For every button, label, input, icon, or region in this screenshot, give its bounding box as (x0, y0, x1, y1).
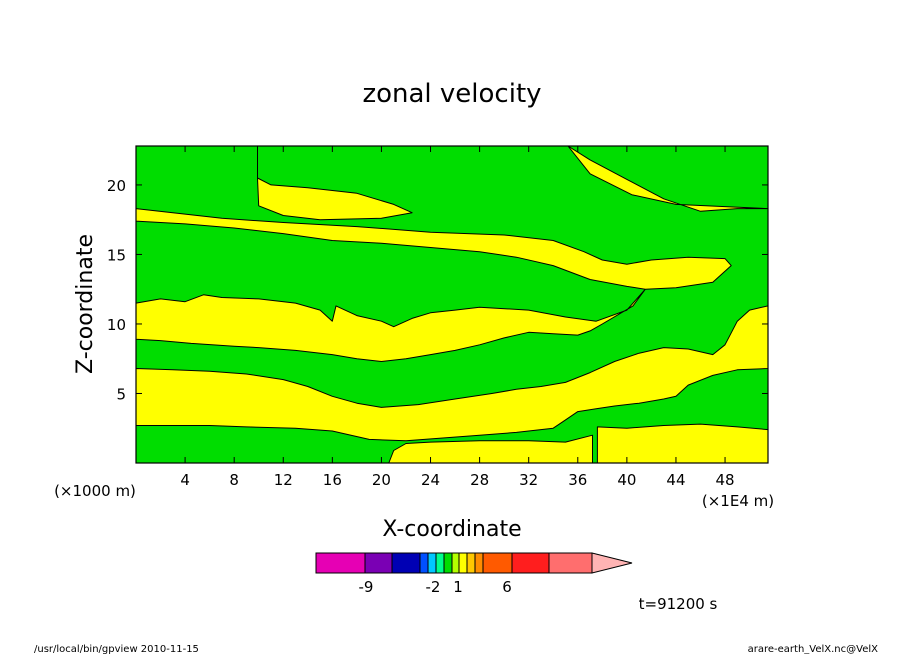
chart-title: zonal velocity (362, 79, 541, 109)
colorbar-segment (315, 552, 366, 574)
y-axis-label: Z-coordinate (73, 234, 98, 374)
x-axis-label: X-coordinate (382, 517, 521, 542)
y-tick-label: 5 (116, 385, 126, 403)
x-units-label: (×1000 m) (54, 482, 136, 500)
contour-region-2 (135, 208, 732, 362)
contour-region-5 (596, 423, 769, 464)
x-tick-label: 44 (666, 471, 685, 489)
y-tick-label: 15 (107, 246, 126, 264)
colorbar: -9 -2 1 6 (315, 552, 633, 596)
colorbar-segment (474, 552, 484, 574)
x-tick-label: 48 (716, 471, 735, 489)
colorbar-label: 1 (453, 578, 463, 596)
x-tick-label: 40 (617, 471, 636, 489)
x-tick-label: 28 (470, 471, 489, 489)
y-tick-label: 10 (107, 316, 126, 334)
x-tick-label: 36 (568, 471, 587, 489)
colorbar-segment (548, 552, 593, 574)
y-tick-label: 20 (107, 177, 126, 195)
footer-right: arare-earth_VelX.nc@VelX (748, 644, 879, 654)
x-ticks: 4 8 12 16 20 24 28 32 36 40 44 48 (180, 146, 735, 489)
colorbar-label: -9 (359, 578, 374, 596)
x-tick-label: 12 (274, 471, 293, 489)
colorbar-segment (443, 552, 453, 574)
time-label: t=91200 s (639, 595, 718, 613)
colorbar-label: 6 (502, 578, 512, 596)
x-tick-label: 16 (323, 471, 342, 489)
x-tick-label: 20 (372, 471, 391, 489)
colorbar-segment (482, 552, 513, 574)
y-ticks: 5 10 15 20 (107, 177, 768, 403)
x-tick-label: 4 (180, 471, 190, 489)
colorbar-segment (364, 552, 393, 574)
x-tick-label: 24 (421, 471, 440, 489)
x-multiplier-label: (×1E4 m) (702, 492, 774, 510)
colorbar-segment (458, 552, 468, 574)
colorbar-segment (511, 552, 550, 574)
footer-left: /usr/local/bin/gpview 2010-11-15 (34, 644, 199, 654)
colorbar-segment (427, 552, 437, 574)
x-tick-label: 32 (519, 471, 538, 489)
colorbar-arrow (591, 552, 633, 574)
colorbar-segment (466, 552, 476, 574)
x-tick-label: 8 (229, 471, 239, 489)
contour-region-4 (388, 434, 593, 464)
plot-frame (135, 145, 769, 464)
colorbar-segment (451, 552, 460, 574)
colorbar-segment (435, 552, 445, 574)
colorbar-label: -2 (426, 578, 441, 596)
colorbar-segment (391, 552, 421, 574)
colorbar-segment (419, 552, 429, 574)
